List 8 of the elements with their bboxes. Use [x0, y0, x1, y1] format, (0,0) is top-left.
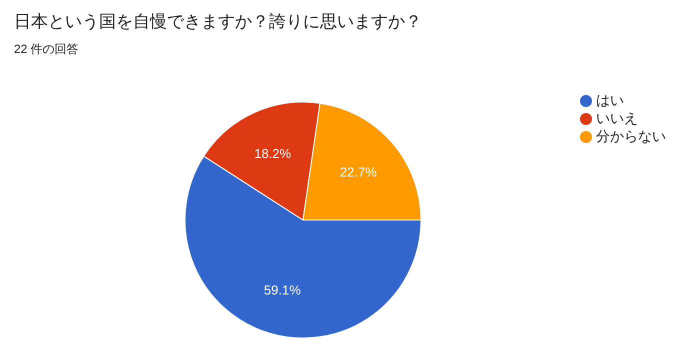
data-label: 22.7%	[340, 164, 378, 180]
chart-title: 日本という国を自慢できますか？誇りに思いますか？	[14, 11, 422, 33]
legend-label: 分からない	[596, 128, 666, 144]
legend-label: いいえ	[596, 110, 638, 126]
data-label: 18.2%	[254, 146, 292, 161]
data-label: 59.1%	[264, 282, 302, 298]
legend-label: はい	[596, 92, 624, 108]
text: 22 件の回答	[14, 41, 79, 58]
